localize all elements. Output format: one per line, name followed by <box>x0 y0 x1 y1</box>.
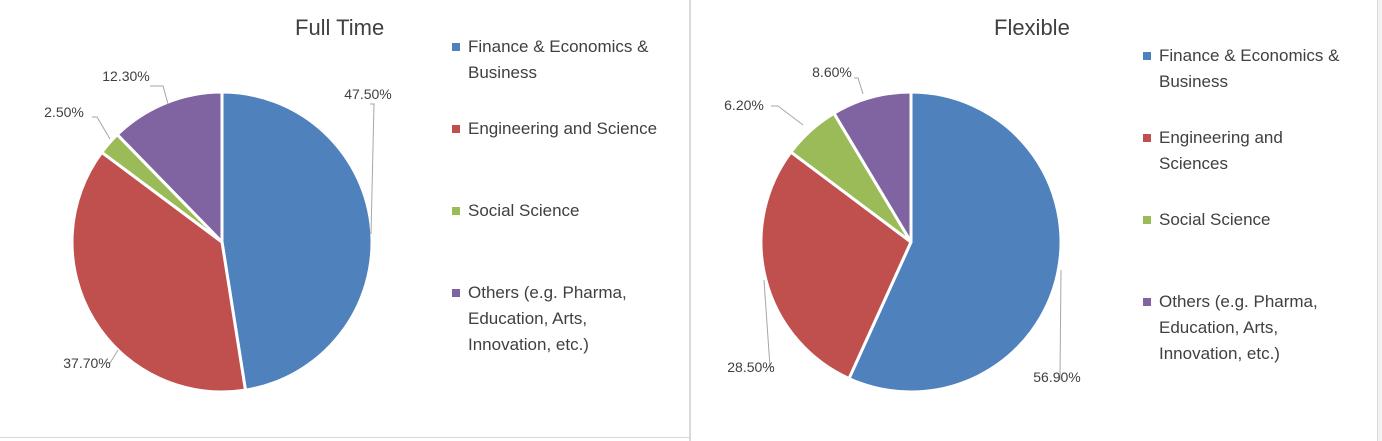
legend-label: Business <box>468 63 537 82</box>
data-label-finance-economics-business: 47.50% <box>344 86 391 102</box>
data-label-finance-economics-business: 56.90% <box>1033 369 1080 385</box>
legend-swatch <box>452 125 460 133</box>
chart-panel-full-time: Full Time 47.50% 37.70% 2.50% 12.30% Financ… <box>0 0 690 441</box>
legend-item-others-e-g-pharma-education-arts-innovation-etc: Others (e.g. Pharma, Education, Arts, Inno… <box>452 280 687 358</box>
legend-item-others-e-g-pharma-education-arts-innovation-etc: Others (e.g. Pharma, Education, Arts, Inno… <box>1143 289 1378 367</box>
legend-item-finance-economics-business: Finance & Economics & Business <box>1143 43 1378 95</box>
leader-line <box>92 116 111 140</box>
legend-item-engineering-and-sciences: Engineering and Sciences <box>1143 125 1378 177</box>
leader-line <box>1059 269 1062 380</box>
legend-label: Finance & Economics & <box>468 37 649 56</box>
legend-swatch <box>1143 298 1151 306</box>
legend-swatch <box>452 207 460 215</box>
legend-item-social-science: Social Science <box>1143 207 1378 233</box>
legend-label: Education, Arts, <box>1159 318 1279 337</box>
chart-panel-flexible: Flexible 56.90% 28.50% 6.20% 8.60% Finance … <box>690 0 1382 441</box>
legend-label: Social Science <box>468 201 580 220</box>
legend-label: Others (e.g. Pharma, <box>1159 292 1318 311</box>
pie-slice-finance-economics-business <box>220 90 374 392</box>
chart-legend: Finance & Economics & Business Engineering… <box>452 34 687 358</box>
legend-label: Business <box>1159 72 1228 91</box>
leader-line <box>763 279 773 368</box>
legend-swatch <box>1143 134 1151 142</box>
data-label-others-e-g-pharma-education-arts-innovation-etc: 12.30% <box>102 68 149 84</box>
chart-title: Flexible <box>994 15 1070 40</box>
divider <box>0 437 690 441</box>
pie-chart-flexible: 56.90% 28.50% 6.20% 8.60% <box>724 64 1081 394</box>
chart-title: Full Time <box>295 15 385 40</box>
legend-swatch <box>452 43 460 51</box>
leader-line <box>370 103 375 235</box>
pie-slice-engineering-and-science <box>70 150 247 394</box>
leader-line <box>771 105 804 126</box>
scrollbar-edge <box>1377 0 1382 441</box>
data-label-engineering-and-sciences: 28.50% <box>727 359 774 375</box>
data-label-social-science: 6.20% <box>724 97 764 113</box>
legend-swatch <box>1143 216 1151 224</box>
legend-label: Engineering and Science <box>468 119 658 138</box>
leader-line <box>107 349 119 364</box>
data-label-social-science: 2.50% <box>44 104 84 120</box>
pie-slice-engineering-and-sciences <box>759 150 913 381</box>
legend-label: Finance & Economics & <box>1159 46 1340 65</box>
legend-item-finance-economics-business: Finance & Economics & Business <box>452 34 687 86</box>
legend-swatch <box>452 289 460 297</box>
pie-chart-full-time: 47.50% 37.70% 2.50% 12.30% <box>44 68 392 394</box>
pie-slice-finance-economics-business <box>847 90 1063 394</box>
data-label-others-e-g-pharma-education-arts-innovation-etc: 8.60% <box>812 64 852 80</box>
legend-label: Innovation, etc.) <box>468 335 589 354</box>
legend-label: Others (e.g. Pharma, <box>468 283 627 302</box>
chart-legend: Finance & Economics & Business Engineering… <box>1143 43 1378 367</box>
legend-label: Engineering and <box>1159 128 1283 147</box>
leader-line <box>150 85 169 105</box>
data-label-engineering-and-science: 37.70% <box>63 355 110 371</box>
pie-slice-others-e-g-pharma-education-arts-innovation-etc <box>115 90 224 244</box>
legend-label: Education, Arts, <box>468 309 588 328</box>
legend-label: Innovation, etc.) <box>1159 344 1280 363</box>
legend-item-engineering-and-science: Engineering and Science <box>452 116 687 142</box>
pie-slice-others-e-g-pharma-education-arts-innovation-etc <box>832 90 913 244</box>
legend-swatch <box>1143 52 1151 60</box>
legend-label: Social Science <box>1159 210 1271 229</box>
legend-item-social-science: Social Science <box>452 198 687 224</box>
leader-line <box>854 77 864 95</box>
legend-label: Sciences <box>1159 154 1228 173</box>
